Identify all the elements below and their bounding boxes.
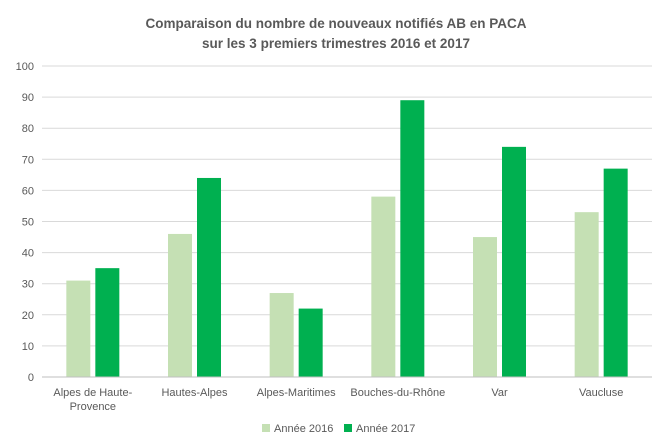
legend-label: Année 2016	[274, 423, 333, 435]
bar-2016	[371, 196, 396, 377]
y-tick-label: 80	[22, 123, 34, 135]
x-category-label: Var	[491, 387, 508, 399]
y-tick-label: 10	[22, 341, 34, 353]
y-tick-label: 0	[28, 372, 34, 384]
bar-2016	[473, 237, 497, 377]
legend-label: Année 2017	[356, 423, 415, 435]
x-category-label: Provence	[70, 401, 116, 413]
chart-title: Comparaison du nombre de nouveaux notifi…	[0, 14, 672, 54]
bar-2017	[197, 177, 221, 377]
y-tick-label: 70	[22, 154, 34, 166]
chart-title-line-2: sur les 3 premiers trimestres 2016 et 20…	[202, 36, 470, 51]
x-category-label: Alpes de Haute-	[53, 387, 132, 399]
y-tick-label: 90	[22, 92, 34, 104]
x-category-label: Alpes-Maritimes	[257, 387, 336, 399]
bar-2016	[574, 212, 599, 377]
bar-2017	[603, 168, 628, 377]
y-tick-label: 50	[22, 217, 34, 229]
y-tick-label: 60	[22, 185, 34, 197]
y-tick-label: 100	[16, 61, 34, 73]
x-category-label: Vaucluse	[579, 387, 623, 399]
bar-2016	[168, 233, 192, 377]
bar-2017	[298, 308, 323, 377]
y-tick-label: 30	[22, 279, 34, 291]
bar-2017	[95, 268, 120, 377]
chart-title-line-1: Comparaison du nombre de nouveaux notifi…	[145, 16, 527, 31]
x-category-label: Hautes-Alpes	[161, 387, 228, 399]
y-tick-label: 20	[22, 310, 34, 322]
legend-swatch	[344, 424, 352, 432]
bar-2016	[66, 280, 91, 377]
bar-2016	[269, 293, 294, 377]
y-tick-label: 40	[22, 248, 34, 260]
x-category-label: Bouches-du-Rhône	[350, 387, 445, 399]
bar-2017	[502, 146, 526, 377]
bar-2017	[400, 100, 425, 378]
legend-swatch	[262, 424, 270, 432]
